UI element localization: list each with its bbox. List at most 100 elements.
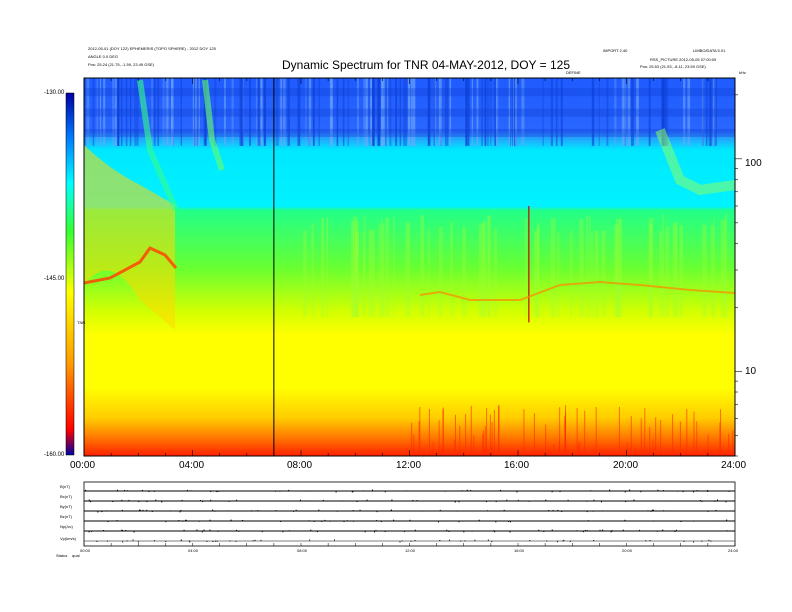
panel-data-dot xyxy=(586,530,588,532)
panel-data-dot xyxy=(693,541,695,543)
streak-high xyxy=(521,78,523,146)
streak-mid xyxy=(659,231,663,318)
panel-data-dot xyxy=(625,501,627,503)
panel-data-dot xyxy=(677,490,679,492)
streak-low xyxy=(719,422,721,456)
panel-data-dot xyxy=(682,491,684,493)
streak-high xyxy=(214,78,217,146)
streak-low xyxy=(693,411,695,456)
panel-data-dot xyxy=(366,499,368,501)
streak-high xyxy=(412,78,416,146)
panel-data-dot xyxy=(151,511,153,513)
panel-data-dot xyxy=(458,501,460,503)
panel-data-dot xyxy=(142,509,144,511)
streak-mid xyxy=(557,232,560,318)
panel-data-dot xyxy=(169,510,171,512)
panel-data-dot xyxy=(409,519,411,521)
panel-data-dot xyxy=(299,499,301,501)
streak-mid xyxy=(311,223,314,318)
panel-data-dot xyxy=(696,490,698,492)
streak-high xyxy=(125,78,128,146)
streak-mid xyxy=(648,218,654,318)
y-tick-100: 100 xyxy=(745,158,762,169)
panel-data-dot xyxy=(116,489,118,491)
streak-mid xyxy=(450,221,453,318)
bottom-panel-rows xyxy=(83,489,736,546)
high-band-stripe xyxy=(84,128,735,137)
panel-data-dot xyxy=(336,510,338,512)
streak-high xyxy=(382,78,386,146)
panel-data-dot xyxy=(401,540,403,542)
bottom-x-tick-4: 16:00 xyxy=(514,548,525,553)
panel-data-dot xyxy=(629,489,631,491)
panel-data-dot xyxy=(509,521,511,523)
panel-label-bx: Bx(nT) xyxy=(60,494,72,499)
streak-low xyxy=(545,424,547,456)
streak-low xyxy=(626,442,628,456)
status-value: qual xyxy=(72,553,80,558)
panel-data-dot xyxy=(279,490,281,492)
panel-data-dot xyxy=(137,541,139,543)
panel-data-dot xyxy=(185,519,187,521)
streak-high xyxy=(99,78,102,146)
panel-data-dot xyxy=(318,509,320,511)
streak-low xyxy=(432,441,434,456)
streak-low xyxy=(732,430,734,456)
panel-data-dot xyxy=(663,510,665,512)
panel-data-dot xyxy=(362,490,364,492)
panel-data-dot xyxy=(275,510,277,512)
panel-data-dot xyxy=(551,529,553,531)
streak-high xyxy=(496,78,499,146)
panel-data-dot xyxy=(461,490,463,492)
panel-data-dot xyxy=(282,531,284,533)
streak-mid xyxy=(378,224,381,318)
status-label: Status xyxy=(56,553,68,558)
streak-high xyxy=(275,78,279,146)
panel-data-dot xyxy=(288,530,290,532)
streak-low xyxy=(438,420,440,456)
panel-data-dot xyxy=(552,510,554,512)
high-band-stripe xyxy=(84,88,735,97)
streak-high xyxy=(103,78,106,146)
panel-data-dot xyxy=(125,529,127,531)
streak-low xyxy=(655,417,657,456)
streak-high xyxy=(705,78,708,146)
panel-data-dot xyxy=(292,530,294,532)
panel-data-dot xyxy=(203,529,205,531)
panel-data-dot xyxy=(227,510,229,512)
streak-low xyxy=(649,427,651,456)
panel-data-dot xyxy=(587,520,589,522)
streak-low xyxy=(486,408,488,456)
panel-data-dot xyxy=(154,540,156,542)
streak-low xyxy=(454,439,456,456)
panel-data-dot xyxy=(444,490,446,492)
panel-data-dot xyxy=(410,540,412,542)
bottom-x-tick-0: 00:00 xyxy=(80,548,91,553)
streak-mid xyxy=(487,215,491,318)
panel-data-dot xyxy=(352,510,354,512)
panel-data-dot xyxy=(656,530,658,532)
panel-data-dot xyxy=(181,499,183,501)
panel-data-dot xyxy=(508,520,510,522)
streak-low xyxy=(459,426,461,456)
panel-data-dot xyxy=(601,510,603,512)
panel-data-dot xyxy=(107,540,109,542)
streak-low xyxy=(731,454,733,456)
ephemeris-line-2: ANGLE 0.0 DEG xyxy=(88,54,119,59)
panel-data-dot xyxy=(107,521,109,523)
streak-low xyxy=(584,410,586,456)
panel-data-dot xyxy=(230,519,232,521)
panel-data-dot xyxy=(88,499,90,501)
panel-data-dot xyxy=(548,510,550,512)
panel-data-dot xyxy=(236,529,238,531)
streak-high xyxy=(342,78,345,146)
streak-mid xyxy=(679,225,684,318)
streak-high xyxy=(631,78,634,146)
streak-mid xyxy=(589,215,591,318)
panel-data-dot xyxy=(422,510,424,512)
panel-data-dot xyxy=(124,489,126,491)
panel-data-dot xyxy=(359,509,361,511)
streak-high xyxy=(381,78,384,146)
panel-data-dot xyxy=(633,499,635,501)
